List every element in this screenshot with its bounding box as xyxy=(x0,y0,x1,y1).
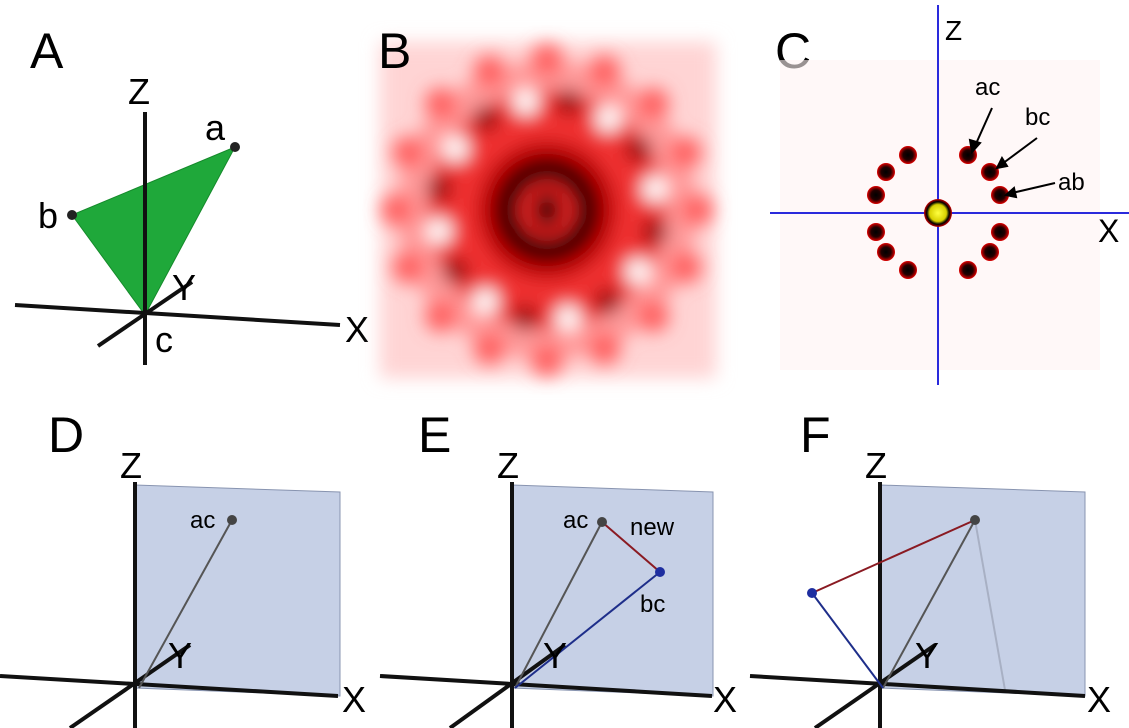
blob xyxy=(531,44,563,76)
blob xyxy=(442,258,468,284)
blob xyxy=(474,55,506,87)
spot xyxy=(877,243,895,261)
panel-a: A Z a b Y c X xyxy=(15,23,369,365)
axis-label: Z xyxy=(120,445,142,486)
blob xyxy=(443,136,469,162)
blob xyxy=(626,136,652,162)
point-label: new xyxy=(630,514,675,541)
point xyxy=(807,588,817,598)
blob xyxy=(670,137,702,169)
panel-letter: E xyxy=(418,407,451,463)
blob xyxy=(642,176,668,202)
blob xyxy=(531,344,563,376)
axis-label: X xyxy=(1098,213,1119,249)
blob xyxy=(588,55,620,87)
panel-d: D Z ac Y X xyxy=(0,407,366,728)
point xyxy=(655,567,665,577)
axis-label: Y xyxy=(915,635,939,676)
blob xyxy=(625,258,651,284)
blob xyxy=(588,333,620,365)
blob xyxy=(595,106,621,132)
blob xyxy=(555,305,581,331)
point-label: a xyxy=(205,107,226,148)
point xyxy=(230,142,240,152)
panel-e: E Z ac new bc Y X xyxy=(380,407,737,728)
blob xyxy=(425,300,457,332)
spot xyxy=(991,223,1009,241)
axis-label: X xyxy=(713,679,737,720)
diffraction-pattern xyxy=(381,44,713,376)
page: A Z a b Y c X B C Z ac bc ab X D Z ac Y … xyxy=(0,0,1129,728)
point xyxy=(227,515,237,525)
blob xyxy=(512,305,538,331)
axis-label: Y xyxy=(168,635,192,676)
axis-label: X xyxy=(342,679,366,720)
vector-blue xyxy=(812,593,883,688)
x-axis xyxy=(15,305,340,325)
panel-c: C Z ac bc ab X xyxy=(770,5,1129,385)
spot-label: ab xyxy=(1058,169,1085,196)
blob xyxy=(426,218,452,244)
blob xyxy=(637,88,669,120)
blob xyxy=(473,105,499,131)
point xyxy=(970,515,980,525)
panel-f: F Z Y X xyxy=(750,407,1111,728)
axis-label: Y xyxy=(543,635,567,676)
blob xyxy=(681,194,713,226)
point-label: c xyxy=(155,319,173,360)
spot xyxy=(867,223,885,241)
panel-letter: D xyxy=(48,407,84,463)
blob xyxy=(670,251,702,283)
blob xyxy=(473,288,499,314)
axis-label: Z xyxy=(945,15,962,46)
blob xyxy=(425,88,457,120)
panel-letter: A xyxy=(30,23,64,79)
blob xyxy=(392,251,424,283)
axis-label: Z xyxy=(865,445,887,486)
point xyxy=(597,517,607,527)
panel-letter: F xyxy=(800,407,831,463)
axis-label: X xyxy=(345,309,369,350)
spot-label: ac xyxy=(975,74,1000,101)
point-label: bc xyxy=(640,591,665,618)
triangle xyxy=(72,147,235,315)
blob xyxy=(595,289,621,315)
blob xyxy=(637,300,669,332)
spot xyxy=(981,163,999,181)
point-label: ac xyxy=(190,507,215,534)
spot xyxy=(981,243,999,261)
blob xyxy=(474,333,506,365)
figure: A Z a b Y c X B C Z ac bc ab X D Z ac Y … xyxy=(0,0,1129,728)
blob xyxy=(381,194,413,226)
blob xyxy=(513,89,539,115)
spot xyxy=(867,186,885,204)
plane xyxy=(135,485,340,696)
blob xyxy=(426,175,452,201)
point-label: ac xyxy=(563,507,588,534)
panel-b: B xyxy=(378,23,716,378)
core xyxy=(535,192,559,228)
point xyxy=(67,210,77,220)
blob xyxy=(392,137,424,169)
spot xyxy=(959,261,977,279)
blob xyxy=(556,89,582,115)
axis-label: X xyxy=(1087,679,1111,720)
spot xyxy=(899,261,917,279)
panel-letter: B xyxy=(378,23,411,79)
axis-label: Z xyxy=(128,71,150,112)
center-spot xyxy=(924,199,952,227)
plane xyxy=(880,485,1085,696)
axis-label: Z xyxy=(497,445,519,486)
axis-label: Y xyxy=(172,267,196,308)
spot-label: bc xyxy=(1025,104,1050,131)
spot xyxy=(899,146,917,164)
blob xyxy=(642,219,668,245)
point-label: b xyxy=(38,195,58,236)
spot xyxy=(877,163,895,181)
